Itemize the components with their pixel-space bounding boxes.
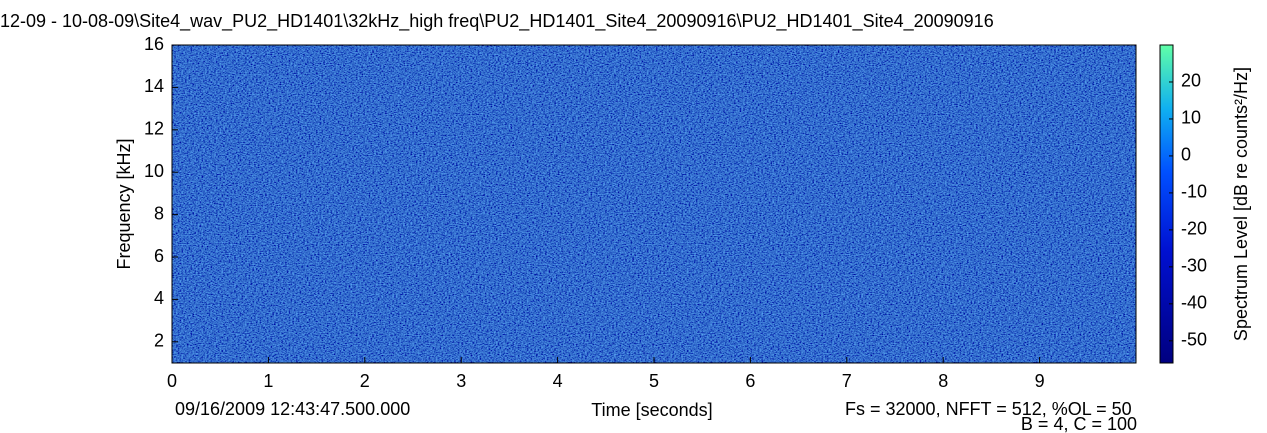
colorbar-tick-label: -40 bbox=[1181, 293, 1207, 313]
y-axis-label: Frequency [kHz] bbox=[114, 138, 134, 269]
y-tick-label: 6 bbox=[154, 246, 164, 266]
chart-title: 12-09 - 10-08-09\Site4_wav_PU2_HD1401\32… bbox=[0, 11, 994, 32]
colorbar-label: Spectrum Level [dB re counts²/Hz] bbox=[1231, 67, 1251, 341]
y-tick-label: 12 bbox=[144, 119, 164, 139]
parameters: Fs = 32000, NFFT = 512, %OL = 50 bbox=[845, 399, 1132, 419]
x-tick-label: 7 bbox=[842, 371, 852, 391]
y-tick-label: 8 bbox=[154, 203, 164, 223]
colorbar bbox=[1159, 44, 1174, 364]
y-tick-label: 4 bbox=[154, 288, 164, 308]
spectrogram-image bbox=[172, 45, 1136, 363]
colorbar-tick-label: 20 bbox=[1181, 71, 1201, 91]
y-tick-label: 2 bbox=[154, 331, 164, 351]
x-tick-label: 1 bbox=[263, 371, 273, 391]
y-tick-label: 10 bbox=[144, 161, 164, 181]
x-tick-label: 4 bbox=[553, 371, 563, 391]
x-tick-label: 3 bbox=[456, 371, 466, 391]
x-tick-label: 5 bbox=[649, 371, 659, 391]
colorbar-tick-label: 10 bbox=[1181, 108, 1201, 128]
colorbar-tick-label: -20 bbox=[1181, 219, 1207, 239]
y-tick-label: 16 bbox=[144, 34, 164, 54]
timestamp: 09/16/2009 12:43:47.500.000 bbox=[175, 399, 410, 419]
x-axis-label: Time [seconds] bbox=[591, 400, 712, 420]
x-tick-label: 6 bbox=[745, 371, 755, 391]
colorbar-tick-label: -30 bbox=[1181, 256, 1207, 276]
parameters: B = 4, C = 100 bbox=[1021, 414, 1137, 433]
colorbar-tick-label: -10 bbox=[1181, 182, 1207, 202]
x-tick-label: 9 bbox=[1035, 371, 1045, 391]
x-tick-label: 8 bbox=[938, 371, 948, 391]
x-tick-label: 2 bbox=[360, 371, 370, 391]
x-tick-label: 0 bbox=[167, 371, 177, 391]
colorbar-tick-label: -50 bbox=[1181, 330, 1207, 350]
colorbar-tick-label: 0 bbox=[1181, 145, 1191, 165]
y-tick-label: 14 bbox=[144, 76, 164, 96]
